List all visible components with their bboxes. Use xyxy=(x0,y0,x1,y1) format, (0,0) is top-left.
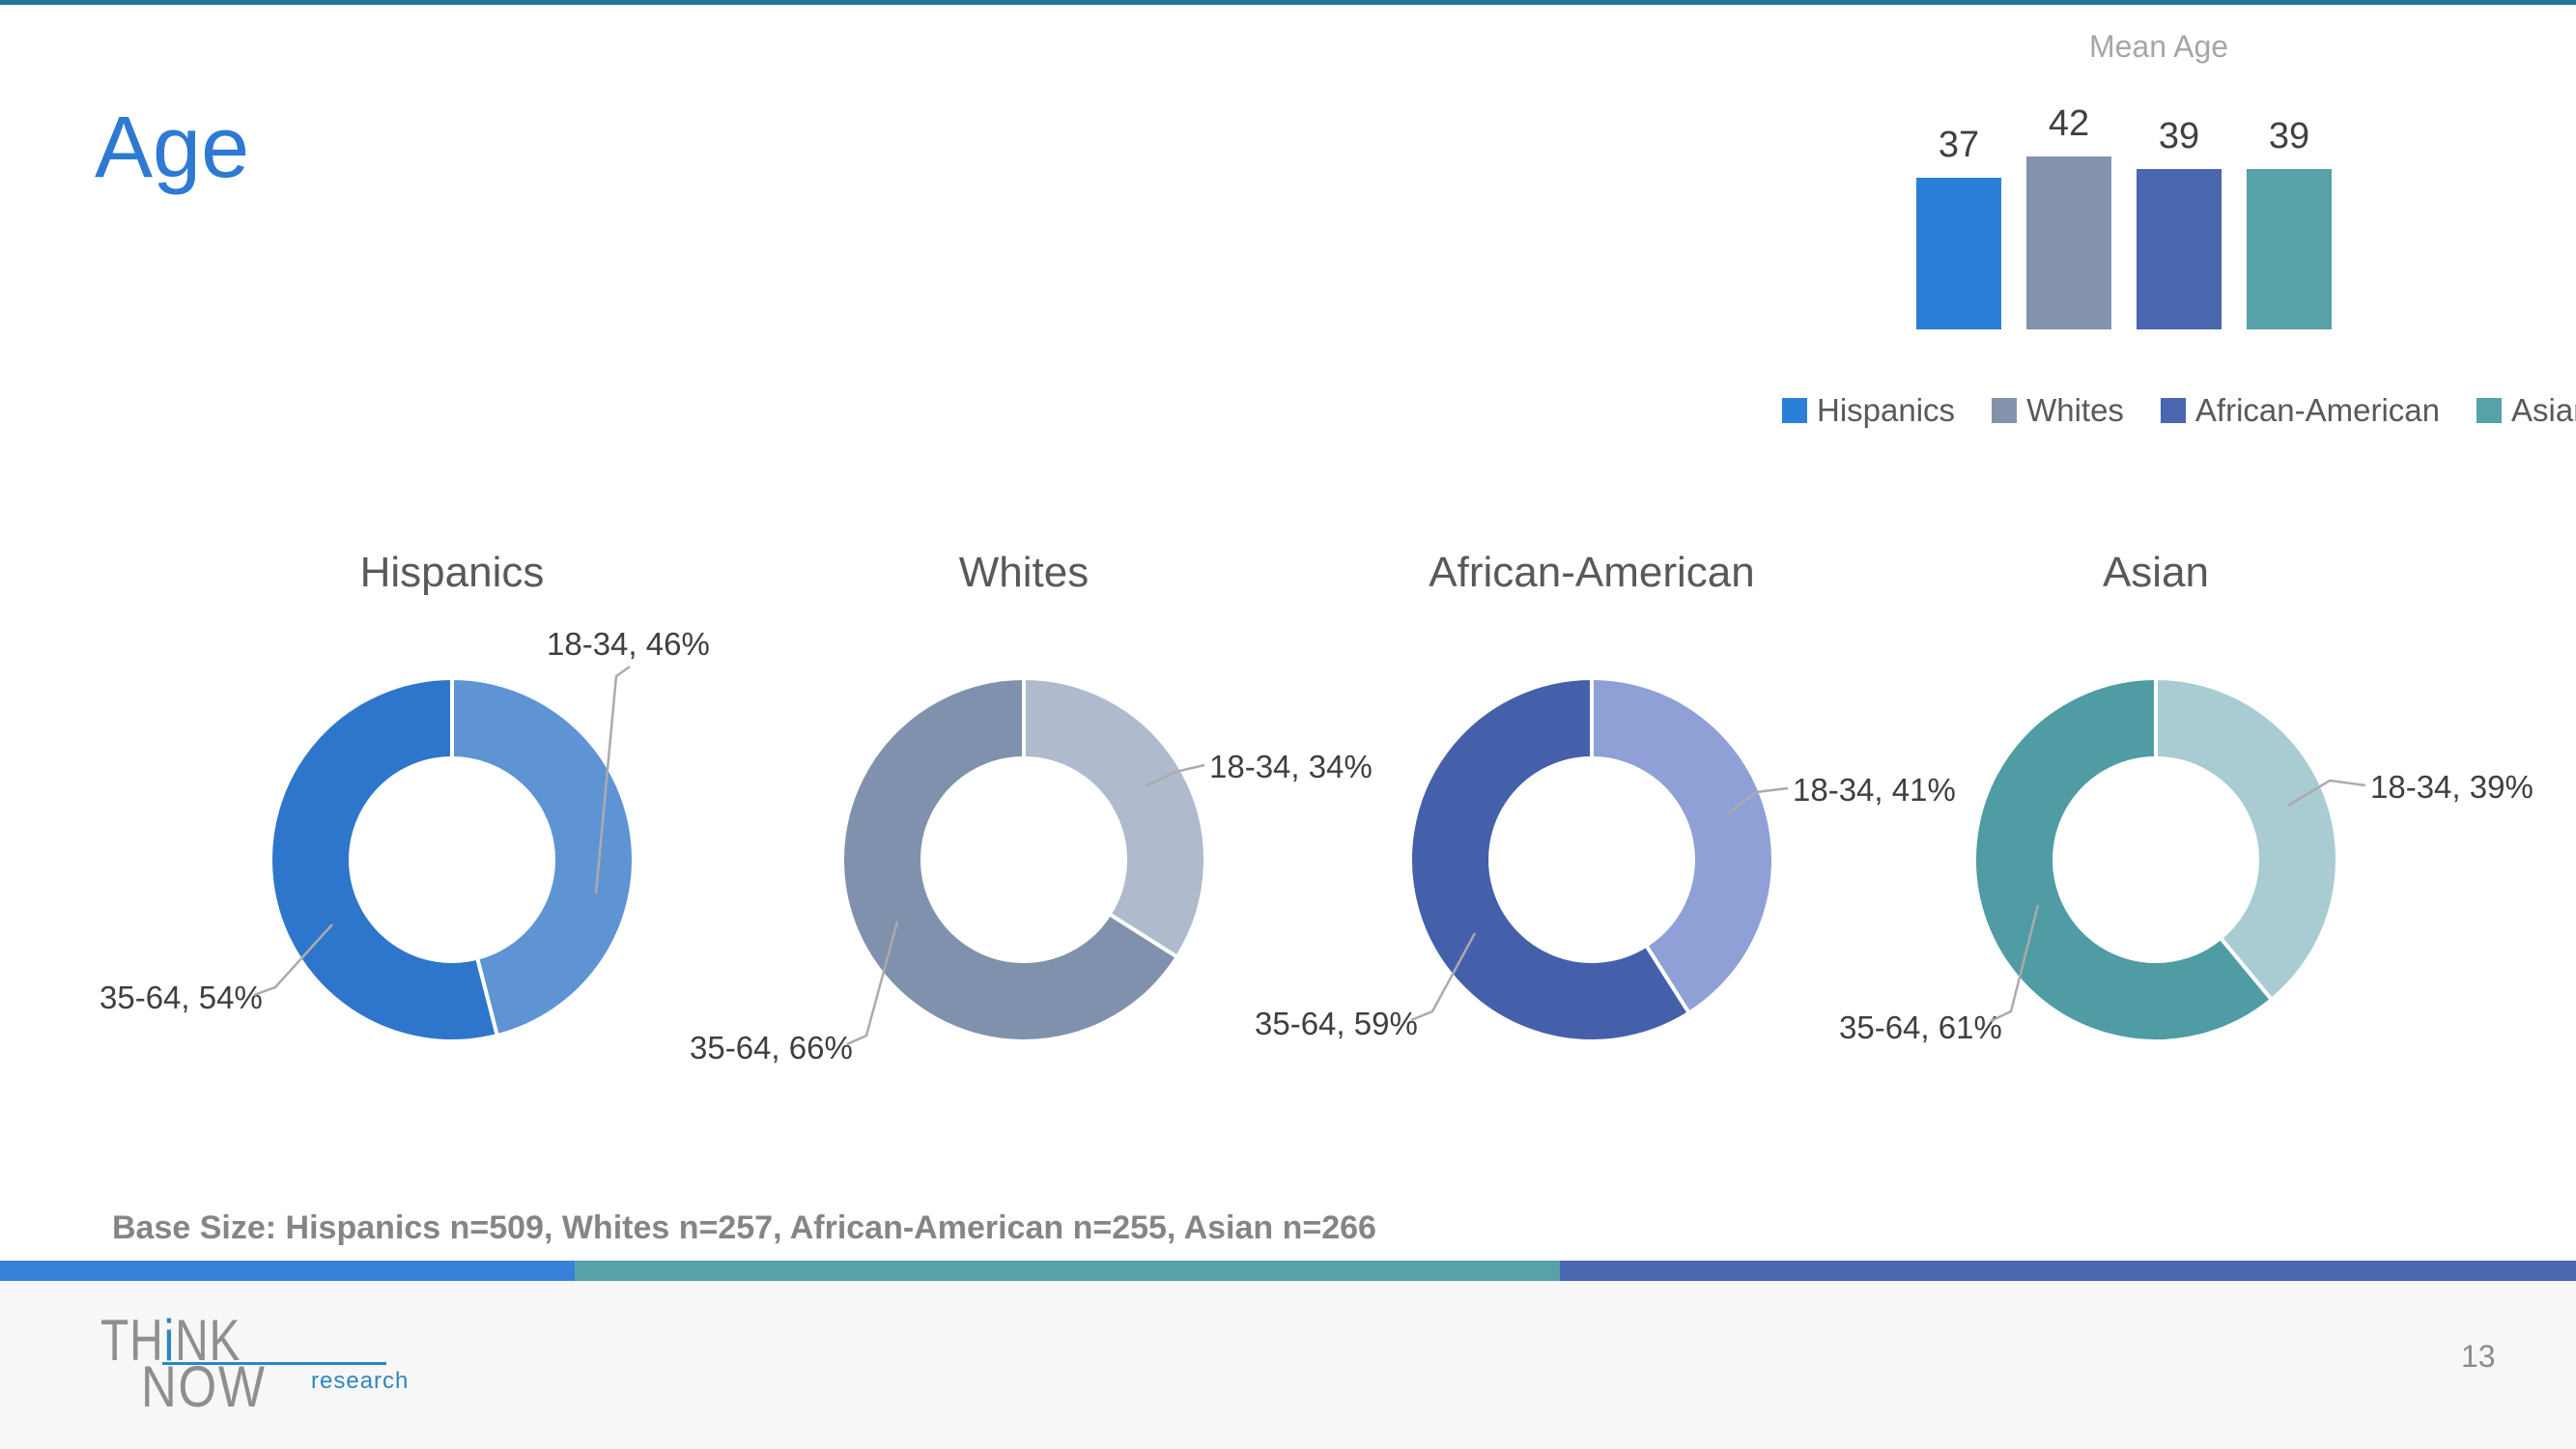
bar-value-label: 39 xyxy=(2158,116,2200,156)
page-title: Age xyxy=(95,99,250,196)
bar-value-label: 42 xyxy=(2048,103,2090,144)
bottom-accent-segment-teal xyxy=(575,1261,1560,1281)
bottom-accent-segment-navy xyxy=(1560,1261,2576,1281)
mean-age-bar-african-american xyxy=(2137,169,2222,329)
legend-swatch-icon xyxy=(1782,398,1807,423)
donut-chart-african-american xyxy=(1408,675,1775,1043)
donut-label: 35-64, 54% xyxy=(99,980,263,1015)
legend-label: African-American xyxy=(2194,392,2440,428)
logo-rule xyxy=(162,1362,386,1365)
legend-item-african-american: African-American xyxy=(2160,392,2440,429)
donut-slice-35-64 xyxy=(840,675,1180,1043)
donut-slice-18-34 xyxy=(1590,675,1775,1016)
donut-label: 18-34, 41% xyxy=(1793,772,1956,808)
legend-item-asian: Asian xyxy=(2477,392,2576,429)
donut-slice-18-34 xyxy=(2154,675,2339,1003)
donut-title-asian: Asian xyxy=(2102,549,2210,596)
footer-band xyxy=(0,1281,2576,1449)
donut-chart-asian xyxy=(1972,675,2339,1043)
donut-slice-18-34 xyxy=(450,675,636,1038)
legend-swatch-icon xyxy=(1992,398,2018,423)
mean-age-bar-asian xyxy=(2247,169,2332,329)
donut-slice-35-64 xyxy=(1408,675,1692,1043)
bottom-accent-segment-blue xyxy=(0,1261,575,1281)
donut-label: 18-34, 39% xyxy=(2370,769,2534,805)
logo-thinknow-line1: THiNK xyxy=(100,1312,241,1370)
page-number: 13 xyxy=(2461,1339,2496,1374)
legend-swatch-icon xyxy=(2477,398,2502,423)
donut-label: 18-34, 34% xyxy=(1209,749,1373,784)
donut-slice-35-64 xyxy=(1972,675,2275,1043)
mean-age-bar-chart: 37 42 39 39 xyxy=(1916,103,2334,329)
donut-label: 35-64, 61% xyxy=(1839,1009,2002,1045)
logo-nk: NK xyxy=(175,1308,241,1373)
logo-research-label: research xyxy=(311,1368,410,1394)
mean-age-bar-whites xyxy=(2026,156,2111,329)
base-size-note: Base Size: Hispanics n=509, Whites n=257… xyxy=(112,1209,1376,1246)
donut-title-whites: Whites xyxy=(958,549,1090,596)
logo-i: i xyxy=(163,1308,176,1373)
donut-title-african-american: African-American xyxy=(1429,549,1755,596)
donut-chart-hispanics xyxy=(269,675,636,1043)
mean-age-chart-title: Mean Age xyxy=(2088,29,2229,64)
logo-thinknow-line2: NOW xyxy=(141,1354,267,1419)
legend-item-hispanics: Hispanics xyxy=(1782,392,1955,429)
legend-swatch-icon xyxy=(2160,398,2186,423)
donut-label: 35-64, 66% xyxy=(690,1030,853,1065)
donut-chart-whites xyxy=(840,675,1207,1043)
donut-label: 35-64, 59% xyxy=(1255,1006,1418,1041)
donut-label: 18-34, 46% xyxy=(547,626,710,662)
bar-value-label: 37 xyxy=(1938,125,1980,165)
logo-th: TH xyxy=(100,1308,164,1373)
legend-item-whites: Whites xyxy=(1992,392,2124,429)
legend-label: Hispanics xyxy=(1817,392,1956,428)
donut-slice-18-34 xyxy=(1022,675,1207,960)
chart-legend: Hispanics Whites African-American Asian xyxy=(1782,392,2576,429)
top-accent-line xyxy=(0,0,2576,5)
donut-title-hispanics: Hispanics xyxy=(359,549,545,596)
bar-value-label: 39 xyxy=(2268,116,2310,156)
legend-label: Whites xyxy=(2026,392,2124,428)
legend-label: Asian xyxy=(2511,392,2576,428)
mean-age-bar-hispanics xyxy=(1916,178,2001,329)
